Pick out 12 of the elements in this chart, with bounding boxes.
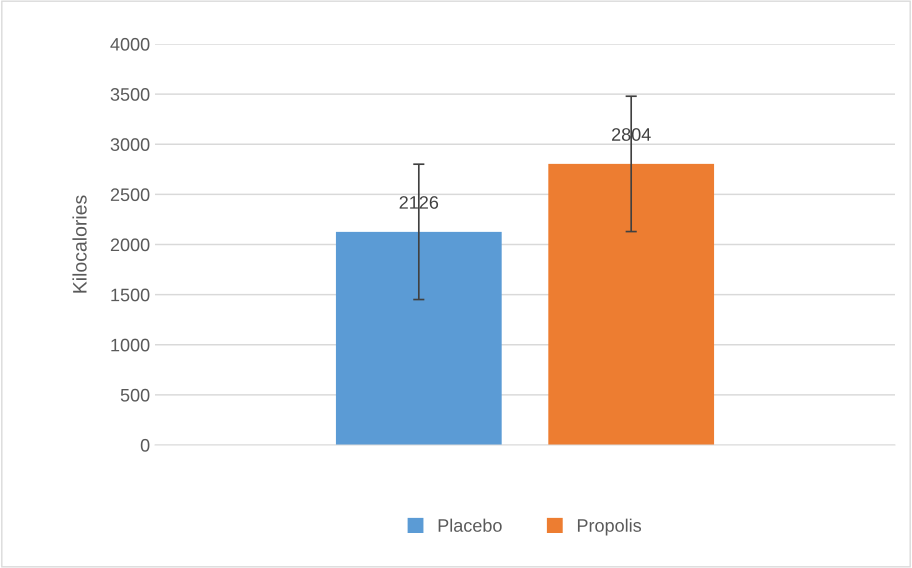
y-tick-label: 3500 bbox=[110, 88, 150, 101]
y-tick-label: 3000 bbox=[110, 138, 150, 151]
y-tick-label: 4000 bbox=[110, 38, 150, 51]
legend-label: Propolis bbox=[578, 518, 642, 536]
legend-label: Placebo bbox=[438, 518, 502, 532]
y-tick-label: 1500 bbox=[111, 288, 150, 302]
y-tick-label: 2000 bbox=[110, 238, 150, 252]
y-tick-label: 0 bbox=[140, 438, 150, 452]
y-tick-label: 500 bbox=[120, 388, 150, 402]
y-tick-label: 1000 bbox=[111, 338, 150, 352]
y-axis-title: Kilocalories bbox=[72, 195, 87, 293]
y-tick-label: 2500 bbox=[110, 188, 150, 202]
